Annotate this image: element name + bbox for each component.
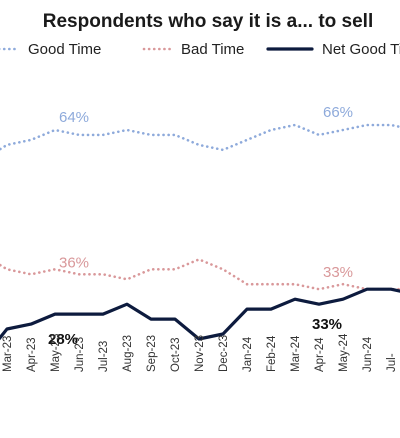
data-label: 28% bbox=[48, 331, 78, 348]
x-tick-label: Nov-23 bbox=[194, 335, 206, 372]
x-tick-label: Jun-24 bbox=[362, 336, 374, 372]
x-tick-label: Jan-24 bbox=[242, 336, 254, 372]
x-tick-label: Jul-23 bbox=[98, 341, 110, 372]
series-2 bbox=[0, 287, 400, 341]
legend: Good Time Bad Time Net Good Time bbox=[0, 41, 400, 58]
x-tick-label: Aug-23 bbox=[122, 335, 134, 372]
x-tick-label: Jun-23 bbox=[74, 337, 86, 372]
legend-label: Net Good Time bbox=[322, 41, 400, 58]
legend-label: Good Time bbox=[28, 41, 101, 58]
data-label: 64% bbox=[59, 109, 89, 126]
legend-item-2: Net Good Time bbox=[266, 41, 400, 58]
x-tick-label: Jul- bbox=[386, 353, 398, 372]
series-layer bbox=[0, 123, 400, 341]
data-label: 66% bbox=[323, 104, 353, 121]
data-labels: 64% 36% 28% 66% 33% 33% bbox=[48, 104, 353, 348]
x-axis-ticks: Mar-23 Apr-23 May-23 Jun-23 Jul-23 Aug-23 Sep-… bbox=[2, 333, 398, 372]
x-tick-label: May-24 bbox=[338, 333, 350, 372]
x-tick-label: Mar-24 bbox=[290, 335, 302, 372]
x-tick-label: Mar-23 bbox=[2, 336, 14, 372]
x-tick-label: Dec-23 bbox=[218, 335, 230, 372]
data-label: 33% bbox=[312, 316, 342, 333]
data-label: 36% bbox=[59, 254, 89, 271]
x-tick-label: May-23 bbox=[50, 334, 62, 372]
x-tick-label: Feb-24 bbox=[266, 335, 278, 372]
data-label: 33% bbox=[323, 264, 353, 281]
legend-label: Bad Time bbox=[181, 41, 244, 58]
series-1 bbox=[0, 258, 400, 291]
legend-item-1: Bad Time bbox=[142, 41, 244, 58]
x-tick-label: Apr-24 bbox=[314, 337, 326, 372]
series-0 bbox=[0, 123, 400, 152]
legend-item-0: Good Time bbox=[0, 41, 101, 58]
x-tick-label: Sep-23 bbox=[146, 335, 158, 372]
series-line bbox=[0, 123, 400, 152]
chart-title: Respondents who say it is a... to sell bbox=[43, 11, 373, 32]
x-tick-label: Oct-23 bbox=[170, 337, 182, 372]
x-tick-label: Apr-23 bbox=[26, 337, 38, 372]
